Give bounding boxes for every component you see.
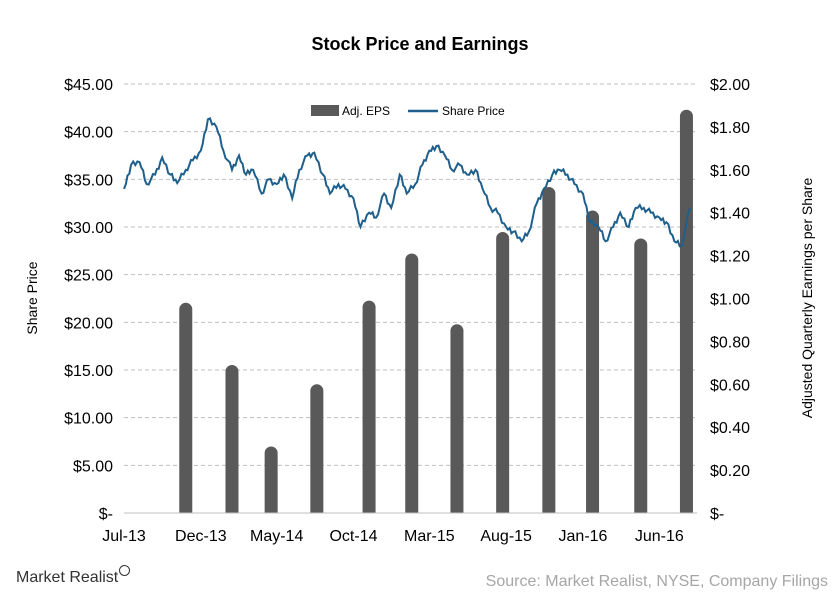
grid-lines xyxy=(124,83,697,466)
left-tick-label: $45.00 xyxy=(64,77,113,94)
eps-bar xyxy=(542,186,556,513)
x-tick-label: Jun-16 xyxy=(635,528,684,545)
x-tick-label: Dec-13 xyxy=(175,528,227,545)
share-price-line xyxy=(123,117,691,248)
x-tick-label: Oct-14 xyxy=(329,528,377,545)
chart-title: Stock Price and Earnings xyxy=(311,34,528,54)
x-tick-label: Mar-15 xyxy=(404,528,455,545)
right-axis-ticks: $- $0.20 $0.40 $0.60 $0.80 $1.00 $1.20 $1.40 $1.… xyxy=(710,77,750,523)
brand-name: Market Realist xyxy=(16,569,119,586)
source-note: Source: Market Realist, NYSE, Company Fi… xyxy=(485,573,828,590)
right-tick-label: $1.00 xyxy=(710,292,750,309)
left-tick-label: $5.00 xyxy=(73,458,113,475)
right-tick-label: $1.80 xyxy=(710,120,750,137)
eps-bar xyxy=(179,302,193,513)
left-axis-ticks: $- $5.00 $10.00 $15.00 $20.00 $25.00 $30.00 $35… xyxy=(64,77,113,523)
right-tick-label: $2.00 xyxy=(710,77,750,94)
left-tick-label: $15.00 xyxy=(64,363,113,380)
right-tick-label: $0.80 xyxy=(710,334,750,351)
eps-bar xyxy=(496,232,510,514)
right-tick-label: $1.60 xyxy=(710,163,750,180)
legend-label-share-price: Share Price xyxy=(442,104,505,118)
brand-logo: Market Realist xyxy=(16,565,131,587)
x-tick-label: Jan-16 xyxy=(559,528,608,545)
right-tick-label: $0.20 xyxy=(710,463,750,480)
left-tick-label: $25.00 xyxy=(64,268,113,285)
legend: Adj. EPS Share Price xyxy=(311,104,505,118)
right-tick-label: $1.40 xyxy=(710,206,750,223)
right-tick-label: $0.60 xyxy=(710,377,750,394)
eps-bar xyxy=(679,109,693,514)
eps-bars xyxy=(179,109,693,514)
eps-bar xyxy=(264,446,278,513)
eps-bar xyxy=(362,300,376,513)
x-tick-label: Aug-15 xyxy=(480,528,532,545)
x-axis-ticks: Jul-13 Dec-13 May-14 Oct-14 Mar-15 Aug-15 Jan-… xyxy=(102,528,684,545)
left-tick-label: $40.00 xyxy=(64,125,113,142)
eps-bar xyxy=(634,238,648,514)
eps-bar xyxy=(310,384,324,513)
magnifier-icon xyxy=(119,565,131,576)
eps-bar xyxy=(405,253,419,513)
right-tick-label: $0.40 xyxy=(710,420,750,437)
right-tick-label: $1.20 xyxy=(710,249,750,266)
eps-bar xyxy=(225,364,239,513)
right-axis-label: Adjusted Quarterly Earnings per Share xyxy=(799,178,815,419)
eps-bar xyxy=(586,210,600,514)
legend-label-eps: Adj. EPS xyxy=(342,104,390,118)
left-axis-label: Share Price xyxy=(24,261,40,334)
chart-svg: Stock Price and Earnings $- $5.00 $10.00 $1… xyxy=(24,34,815,545)
eps-bar xyxy=(450,324,464,513)
left-tick-label: $20.00 xyxy=(64,315,113,332)
left-tick-label: $35.00 xyxy=(64,172,113,189)
left-tick-label: $10.00 xyxy=(64,411,113,428)
left-tick-label: $- xyxy=(99,506,113,523)
legend-swatch-eps xyxy=(311,105,339,116)
x-tick-label: May-14 xyxy=(250,528,303,545)
left-tick-label: $30.00 xyxy=(64,220,113,237)
right-tick-label: $- xyxy=(710,506,724,523)
x-tick-label: Jul-13 xyxy=(102,528,146,545)
